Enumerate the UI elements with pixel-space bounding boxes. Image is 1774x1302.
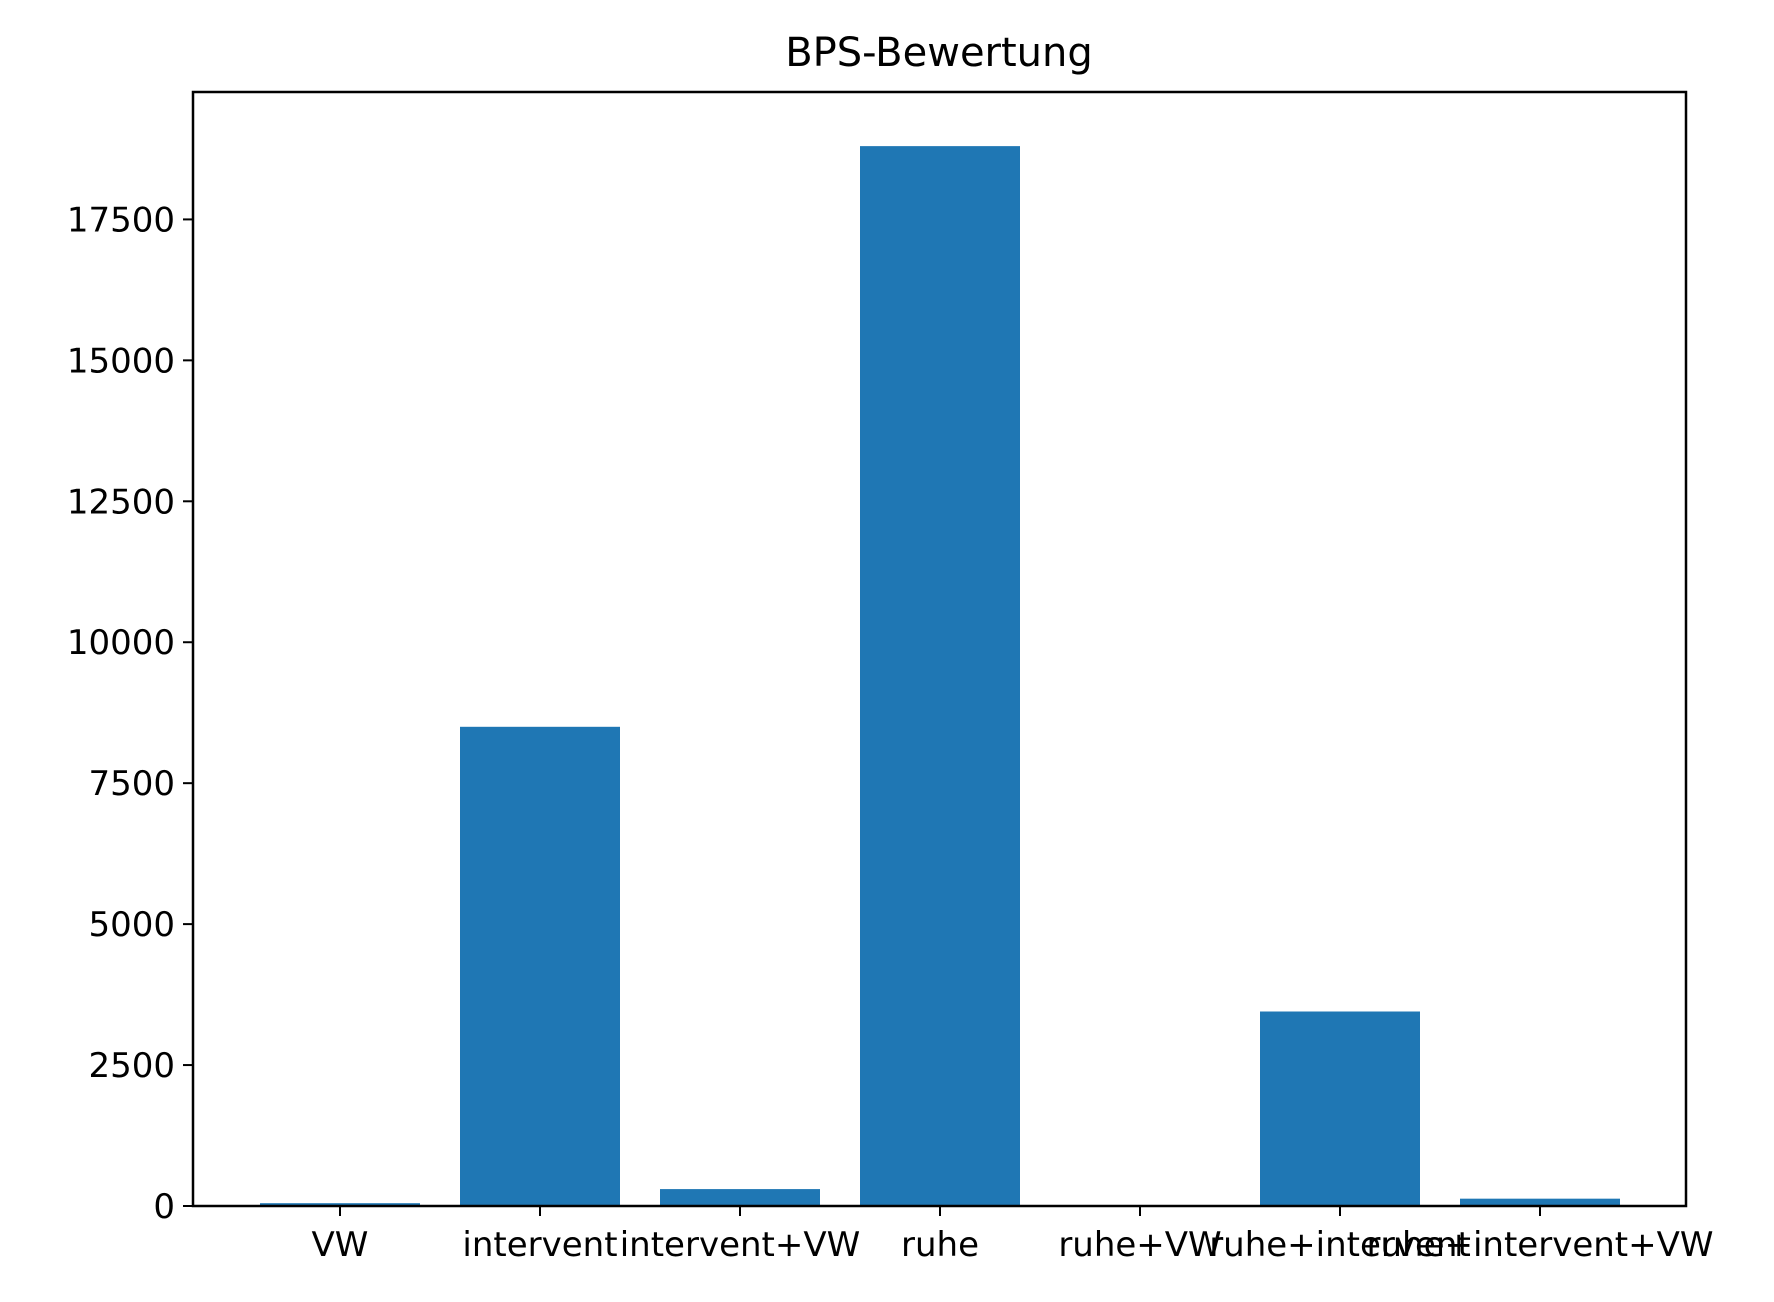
y-tick-label: 2500 — [88, 1046, 175, 1086]
x-tick-label: ruhe+VW — [1058, 1225, 1221, 1265]
x-tick-label: ruhe+intervent — [1209, 1225, 1471, 1265]
bar-intervent — [460, 726, 620, 1206]
x-tick-label: intervent+VW — [620, 1225, 861, 1265]
y-tick-label: 12500 — [67, 482, 175, 522]
bars-group — [260, 146, 1620, 1206]
y-tick-label: 7500 — [88, 764, 175, 804]
bar-ruhe — [860, 146, 1020, 1206]
bar-ruhe-intervent — [1260, 1011, 1420, 1206]
bar-intervent-vw — [660, 1189, 820, 1206]
plot-frame — [191, 90, 1688, 1208]
bar-ruhe-intervent-vw — [1460, 1198, 1620, 1206]
y-axis: 0 2500 5000 7500 10000 12500 15000 17500 — [67, 200, 193, 1227]
bar-vw — [260, 1203, 420, 1206]
y-tick-label: 17500 — [67, 200, 175, 240]
y-tick-label: 5000 — [88, 905, 175, 945]
y-tick-label: 15000 — [67, 341, 175, 381]
x-tick-label: intervent — [462, 1225, 617, 1265]
x-tick-label: VW — [312, 1225, 369, 1265]
x-axis: VW intervent intervent+VW ruhe ruhe+VWruhe+i… — [312, 1206, 1714, 1265]
y-tick-label: 10000 — [67, 623, 175, 663]
x-tick-label: ruhe+intervent+VW — [1367, 1225, 1714, 1265]
x-tick-label: ruhe — [901, 1225, 979, 1265]
y-tick-label: 0 — [153, 1187, 175, 1227]
chart-title: BPS-Bewertung — [785, 30, 1093, 76]
